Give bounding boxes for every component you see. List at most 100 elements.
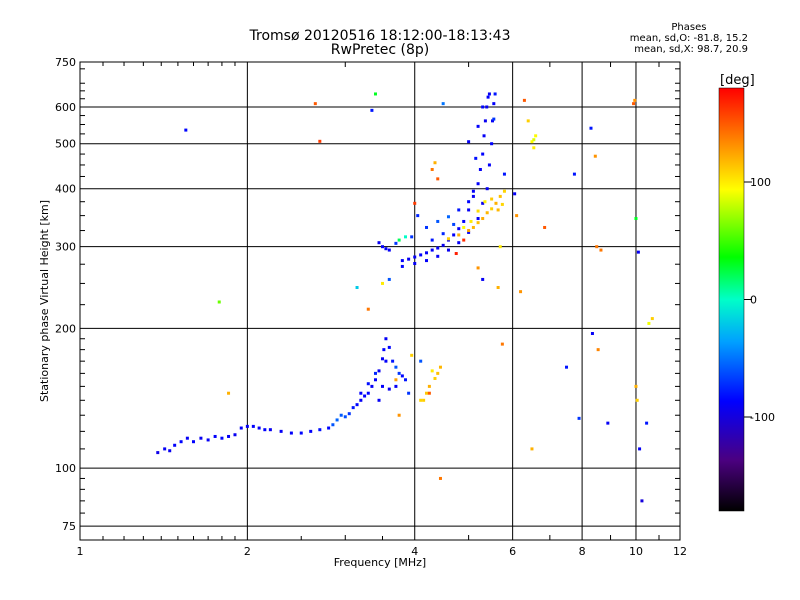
data-point	[425, 251, 429, 255]
data-point	[471, 189, 475, 193]
data-point	[419, 359, 423, 363]
data-point	[355, 286, 359, 290]
data-point	[213, 434, 217, 438]
data-point	[433, 376, 437, 380]
data-point	[220, 436, 224, 440]
data-point	[471, 194, 475, 198]
colorbar-tick-label: -100	[750, 411, 775, 424]
data-point	[366, 391, 370, 395]
data-point	[446, 215, 450, 219]
data-point	[427, 391, 431, 395]
y-tick-label: 750	[55, 56, 76, 69]
data-point	[467, 208, 471, 212]
data-point	[543, 225, 547, 229]
data-point	[331, 423, 335, 427]
data-point	[593, 154, 597, 158]
phase-stats: Phases mean, sd,O: -81.8, 15.2 mean, sd,…	[630, 22, 748, 55]
data-point	[191, 440, 195, 444]
data-point	[394, 378, 398, 382]
data-point	[438, 365, 442, 369]
data-point	[589, 126, 593, 130]
data-point	[565, 365, 569, 369]
data-point	[493, 92, 497, 96]
data-point	[476, 209, 480, 213]
data-point	[397, 238, 401, 242]
data-point	[513, 192, 517, 196]
data-point	[430, 238, 434, 242]
x-tick-label: 4	[411, 545, 418, 558]
data-point	[481, 105, 485, 109]
data-point	[400, 259, 404, 263]
data-point	[419, 253, 423, 257]
data-point	[380, 357, 384, 361]
data-point	[359, 398, 363, 402]
data-point	[436, 246, 440, 250]
data-point	[351, 406, 355, 410]
data-point	[436, 219, 440, 223]
data-point	[462, 238, 466, 242]
x-tick-label: 2	[244, 545, 251, 558]
data-point	[491, 119, 495, 123]
data-point	[633, 98, 637, 102]
y-tick-label: 300	[55, 241, 76, 254]
data-point	[413, 201, 417, 205]
data-point	[634, 217, 638, 221]
data-point	[515, 214, 519, 218]
data-point	[446, 237, 450, 241]
data-point	[638, 447, 642, 451]
data-point	[645, 421, 649, 425]
data-point	[534, 134, 538, 138]
data-point	[441, 232, 445, 236]
data-point	[490, 197, 494, 201]
data-point	[487, 163, 491, 167]
data-point	[634, 384, 638, 388]
x-tick-label: 8	[579, 545, 586, 558]
data-point	[500, 202, 504, 206]
data-points	[156, 92, 654, 503]
data-point	[382, 348, 386, 352]
data-point	[490, 207, 494, 211]
data-point	[427, 384, 431, 388]
data-point	[318, 139, 322, 143]
data-point	[494, 201, 498, 205]
x-tick-label: 6	[509, 545, 516, 558]
data-point	[478, 167, 482, 171]
data-point	[467, 140, 471, 144]
data-point	[268, 428, 272, 432]
data-point	[452, 222, 456, 226]
data-point	[366, 307, 370, 311]
data-point	[184, 128, 188, 132]
data-point	[467, 230, 471, 234]
grid-lines	[79, 61, 681, 540]
data-point	[635, 398, 639, 402]
x-axis-label: Frequency [MHz]	[334, 556, 426, 569]
data-point	[433, 161, 437, 165]
data-point	[384, 359, 388, 363]
data-point	[404, 235, 408, 239]
data-point	[239, 426, 243, 430]
data-point	[173, 443, 177, 447]
phase-stats-o: mean, sd,O: -81.8, 15.2	[629, 33, 748, 44]
data-point	[370, 108, 374, 112]
y-tick-label: 500	[55, 138, 76, 151]
data-point	[373, 92, 377, 96]
colorbar	[718, 87, 745, 512]
data-point	[476, 221, 480, 225]
data-point	[422, 398, 426, 402]
y-tick-label: 75	[62, 520, 76, 533]
data-point	[407, 257, 411, 261]
y-tick-label: 600	[55, 101, 76, 114]
data-point	[647, 321, 651, 325]
data-point	[441, 102, 445, 106]
data-point	[404, 378, 408, 382]
data-point	[467, 229, 471, 233]
data-point	[410, 353, 414, 357]
data-point	[530, 447, 534, 451]
data-point	[318, 428, 322, 432]
data-point	[327, 426, 331, 430]
data-point	[498, 245, 502, 249]
data-point	[496, 208, 500, 212]
data-point	[416, 214, 420, 218]
data-point	[394, 241, 398, 245]
